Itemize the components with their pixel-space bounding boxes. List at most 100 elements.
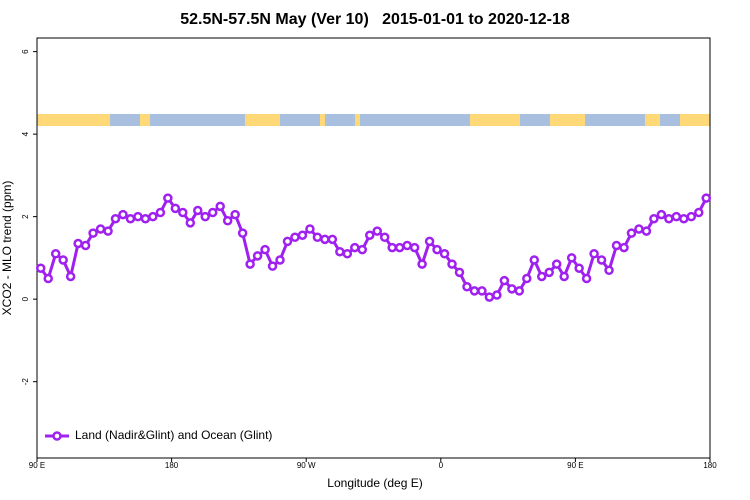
data-point (163, 193, 173, 203)
data-point (50, 249, 61, 259)
data-point (379, 232, 390, 243)
data-point (297, 230, 308, 240)
data-point (439, 249, 450, 259)
data-point (387, 242, 397, 253)
data-point (686, 211, 697, 222)
data-point (477, 286, 487, 296)
data-point (245, 259, 255, 269)
data-point (641, 226, 652, 236)
data-point (484, 292, 495, 302)
x-axis-label: Longitude (deg E) (327, 476, 422, 490)
data-point (529, 255, 540, 265)
data-point (634, 224, 644, 234)
data-point (566, 253, 577, 263)
data-point (148, 211, 158, 222)
x-tick-label: 180 (165, 461, 179, 470)
data-point (95, 224, 106, 234)
data-point (155, 207, 166, 218)
data-point (110, 213, 121, 224)
data-point (80, 240, 91, 251)
data-point (522, 273, 532, 284)
data-point (35, 263, 46, 273)
data-point (656, 209, 667, 220)
data-point (574, 263, 584, 273)
data-point (454, 267, 465, 278)
data-point (305, 224, 315, 234)
data-point (350, 242, 360, 253)
data-point (133, 211, 143, 222)
y-tick-label: 4 (21, 131, 30, 136)
data-point (185, 218, 196, 228)
data-point (596, 255, 607, 265)
data-point (58, 255, 68, 265)
data-point (551, 259, 562, 269)
data-point (492, 290, 502, 300)
data-point (103, 226, 113, 236)
data-point (170, 203, 181, 214)
data-point (43, 273, 53, 284)
data-point (65, 271, 76, 282)
data-point (252, 251, 263, 261)
data-point (559, 271, 569, 282)
data-point (626, 228, 637, 238)
plot-frame (36, 37, 711, 459)
data-point (365, 230, 375, 240)
data-point (402, 240, 412, 251)
y-tick-label: 2 (21, 214, 30, 219)
data-point (679, 213, 689, 224)
x-tick-label: 90 E (567, 461, 583, 470)
data-point (581, 273, 592, 284)
data-point (335, 246, 345, 257)
data-point (267, 261, 278, 271)
data-point (604, 265, 614, 276)
data-point (589, 249, 599, 259)
data-point (88, 228, 98, 238)
data-point (649, 213, 659, 224)
y-tick-label: 0 (21, 296, 30, 301)
data-point (230, 209, 240, 220)
data-point (447, 259, 457, 269)
data-point (462, 282, 472, 292)
data-point (222, 216, 233, 226)
data-point (312, 232, 323, 243)
y-axis-label: XCO2 - MLO trend (ppm) (0, 181, 14, 316)
legend-marker (52, 431, 62, 441)
data-point (342, 249, 353, 259)
x-tick-label: 180 (703, 461, 717, 470)
data-point (118, 209, 128, 220)
data-point (611, 240, 622, 251)
data-point (282, 236, 293, 247)
data-point (424, 236, 435, 247)
y-tick-label: 6 (21, 49, 30, 54)
data-point (215, 201, 225, 212)
data-point (237, 228, 248, 238)
data-point (701, 193, 712, 203)
data-point (671, 211, 682, 222)
data-point (417, 259, 427, 269)
data-point (394, 242, 405, 253)
data-point (537, 271, 547, 282)
x-tick-label: 90 E (29, 461, 45, 470)
data-point (372, 226, 382, 236)
data-point (544, 267, 554, 278)
data-point (207, 207, 218, 218)
data-point (507, 284, 517, 294)
data-point (178, 207, 188, 218)
x-tick-label: 0 (439, 461, 444, 470)
x-tick-label: 90 W (297, 461, 316, 470)
data-point (499, 275, 510, 286)
data-point (514, 286, 525, 296)
data-point (275, 255, 285, 265)
data-point (140, 213, 151, 224)
data-point (320, 234, 330, 245)
data-point (200, 211, 210, 222)
land-ocean-strip (37, 114, 710, 126)
chart-title: 52.5N-57.5N May (Ver 10) 2015-01-01 to 2… (180, 11, 570, 28)
data-point (73, 238, 83, 249)
legend-label: Land (Nadir&Glint) and Ocean (Glint) (75, 428, 272, 442)
data-point (409, 242, 420, 253)
data-point (260, 244, 270, 255)
data-point (125, 213, 136, 224)
data-point (619, 242, 629, 253)
